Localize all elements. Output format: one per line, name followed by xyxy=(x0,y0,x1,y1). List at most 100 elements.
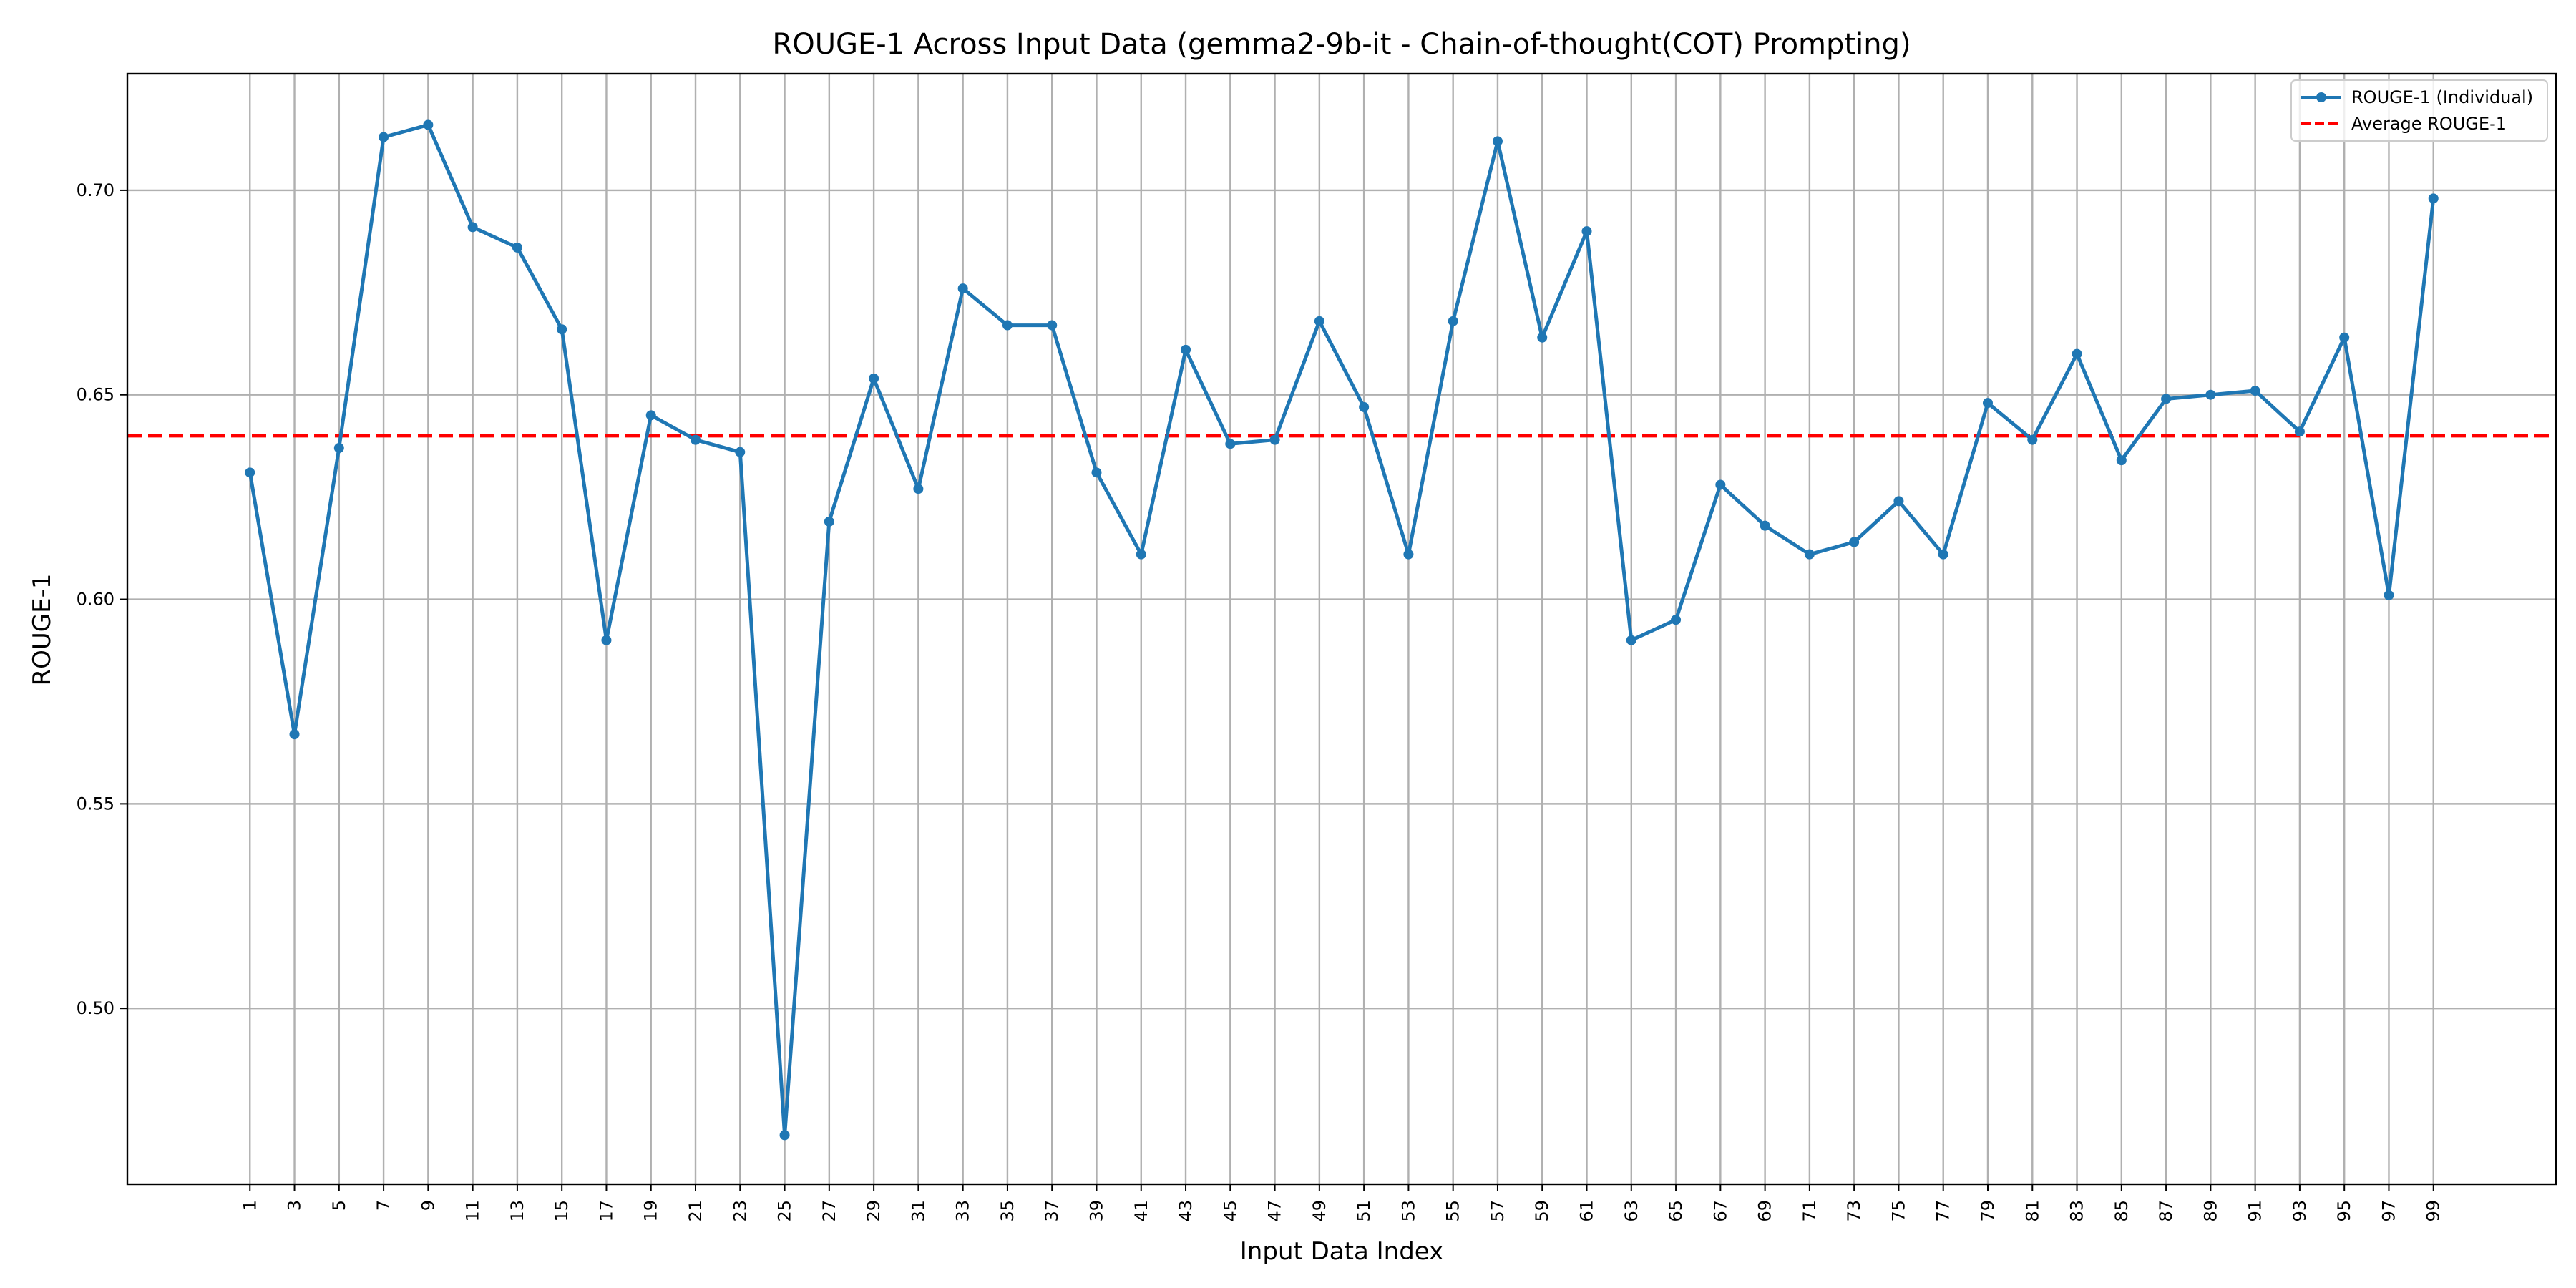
x-tick-label: 91 xyxy=(2245,1200,2265,1222)
data-point xyxy=(245,467,255,478)
data-point xyxy=(691,434,701,445)
y-tick-label: 0.70 xyxy=(77,180,114,200)
x-tick-label: 97 xyxy=(2379,1200,2399,1222)
data-point xyxy=(2294,426,2305,437)
x-tick-label: 75 xyxy=(1888,1200,1908,1222)
x-tick-label: 53 xyxy=(1398,1200,1418,1222)
data-point xyxy=(601,635,612,645)
x-tick-label: 61 xyxy=(1577,1200,1597,1222)
data-point xyxy=(1181,344,1191,355)
x-tick-label: 69 xyxy=(1755,1200,1775,1222)
data-point xyxy=(824,516,834,527)
data-point xyxy=(1448,316,1458,326)
data-point xyxy=(379,132,389,142)
x-tick-label: 57 xyxy=(1488,1200,1508,1222)
data-point xyxy=(957,283,968,294)
x-tick-label: 31 xyxy=(908,1200,928,1222)
y-axis-label: ROUGE-1 xyxy=(28,573,57,686)
data-point xyxy=(1225,439,1236,449)
data-point xyxy=(1760,520,1770,531)
x-tick-label: 85 xyxy=(2112,1200,2132,1222)
data-point xyxy=(645,410,656,421)
data-point xyxy=(2072,348,2082,359)
data-point xyxy=(1002,320,1013,331)
x-tick-label: 87 xyxy=(2156,1200,2176,1222)
data-point xyxy=(512,242,522,253)
data-point xyxy=(1581,226,1592,237)
legend: ROUGE-1 (Individual) Average ROUGE-1 xyxy=(2290,79,2548,142)
data-point xyxy=(467,222,478,233)
x-tick-label: 59 xyxy=(1532,1200,1552,1222)
data-point xyxy=(423,119,434,130)
data-point xyxy=(1047,320,1058,331)
y-tick-label: 0.65 xyxy=(77,385,114,405)
data-point xyxy=(1403,549,1414,560)
data-point xyxy=(1492,136,1503,147)
series-line-individual xyxy=(248,123,2436,1137)
x-axis-label: Input Data Index xyxy=(1240,1237,1443,1266)
data-point xyxy=(2116,455,2127,466)
x-tick-label: 15 xyxy=(552,1200,572,1222)
x-tick-label: 17 xyxy=(596,1200,616,1222)
legend-label-individual: ROUGE-1 (Individual) xyxy=(2351,87,2533,107)
data-point xyxy=(735,447,746,457)
chart-title: ROUGE-1 Across Input Data (gemma2-9b-it … xyxy=(772,28,1911,61)
data-point xyxy=(913,484,924,494)
x-tick-label: 99 xyxy=(2424,1200,2444,1222)
data-point xyxy=(2384,590,2394,600)
legend-marker-individual xyxy=(2316,92,2326,102)
x-tick-label: 37 xyxy=(1042,1200,1062,1222)
x-tick-label: 47 xyxy=(1265,1200,1285,1222)
x-tick-label: 63 xyxy=(1621,1200,1641,1222)
legend-box xyxy=(2290,79,2548,142)
data-point xyxy=(1893,496,1904,507)
x-tick-label: 11 xyxy=(463,1200,483,1222)
data-point xyxy=(1715,479,1726,490)
x-tick-label: 25 xyxy=(775,1200,795,1222)
x-tick-label: 3 xyxy=(285,1200,305,1211)
data-point xyxy=(289,729,300,740)
data-point xyxy=(869,373,879,384)
x-tick-label: 79 xyxy=(1978,1200,1998,1222)
x-tick-label: 43 xyxy=(1176,1200,1196,1222)
x-tick-label: 77 xyxy=(1933,1200,1953,1222)
x-tick-label: 39 xyxy=(1086,1200,1106,1222)
data-point xyxy=(2027,434,2038,445)
data-point xyxy=(1091,467,1102,478)
series-line-group xyxy=(245,119,2439,1141)
data-point xyxy=(2428,193,2439,204)
y-tick-label: 0.60 xyxy=(77,590,114,610)
data-point xyxy=(779,1130,790,1141)
x-tick-label: 27 xyxy=(819,1200,839,1222)
data-point xyxy=(333,443,344,454)
y-tick-label: 0.55 xyxy=(77,794,114,814)
grid-lines xyxy=(127,74,2556,1184)
data-point xyxy=(2161,394,2172,404)
x-tick-label: 45 xyxy=(1220,1200,1240,1222)
x-tick-label: 55 xyxy=(1443,1200,1463,1222)
data-point xyxy=(1359,401,1370,412)
plot-frame xyxy=(126,72,2557,1186)
x-tick-label: 41 xyxy=(1131,1200,1151,1222)
data-point xyxy=(1314,316,1324,326)
x-tick-label: 35 xyxy=(997,1200,1018,1222)
data-point xyxy=(1804,549,1815,560)
data-point xyxy=(2250,386,2260,396)
data-point xyxy=(1982,398,1993,409)
x-tick-label: 83 xyxy=(2067,1200,2087,1222)
x-tick-label: 5 xyxy=(329,1200,349,1211)
x-tick-label: 1 xyxy=(240,1200,260,1211)
x-tick-label: 95 xyxy=(2334,1200,2354,1222)
x-tick-label: 71 xyxy=(1800,1200,1820,1222)
x-tick-label: 51 xyxy=(1354,1200,1374,1222)
y-tick-label: 0.50 xyxy=(77,998,114,1018)
x-tick-label: 33 xyxy=(953,1200,973,1222)
x-tick-label: 7 xyxy=(374,1200,394,1211)
x-tick-label: 67 xyxy=(1710,1200,1730,1222)
x-tick-label: 65 xyxy=(1666,1200,1686,1222)
legend-label-average: Average ROUGE-1 xyxy=(2351,114,2507,134)
data-point xyxy=(1136,549,1146,560)
x-tick-label: 9 xyxy=(418,1200,438,1211)
